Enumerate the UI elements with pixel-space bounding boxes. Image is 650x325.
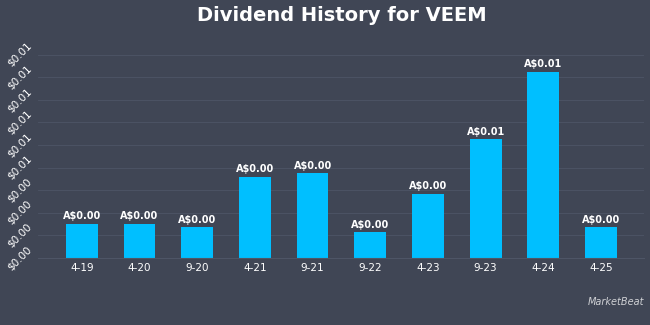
Text: A$0.01: A$0.01: [524, 59, 562, 69]
Bar: [354, 232, 386, 258]
Title: Dividend History for VEEM: Dividend History for VEEM: [197, 6, 486, 25]
Text: A$0.01: A$0.01: [467, 127, 505, 137]
Text: A$0.00: A$0.00: [178, 215, 216, 225]
Text: A$0.00: A$0.00: [236, 164, 274, 174]
Bar: [470, 139, 502, 258]
Bar: [585, 227, 617, 258]
Text: A$0.00: A$0.00: [293, 161, 332, 171]
Bar: [124, 224, 155, 258]
Bar: [66, 224, 98, 258]
Text: MarketBeat: MarketBeat: [588, 297, 644, 307]
Text: A$0.00: A$0.00: [351, 220, 389, 230]
Bar: [412, 194, 444, 258]
Text: A$0.00: A$0.00: [62, 212, 101, 222]
Bar: [528, 72, 559, 258]
Text: A$0.00: A$0.00: [409, 181, 447, 191]
Bar: [297, 173, 328, 258]
Bar: [239, 176, 271, 258]
Text: A$0.00: A$0.00: [120, 212, 159, 222]
Bar: [181, 227, 213, 258]
Text: A$0.00: A$0.00: [582, 215, 620, 225]
